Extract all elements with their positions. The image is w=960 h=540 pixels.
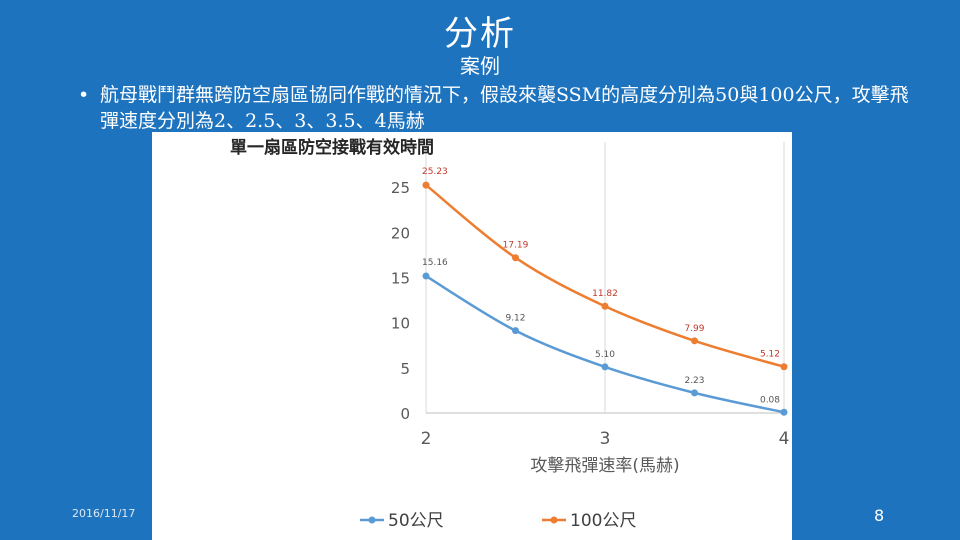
data-point-s0-1 — [512, 327, 519, 335]
data-label-s1-4: 5.12 — [760, 350, 780, 360]
y-tick-label-1: 5 — [400, 360, 410, 378]
data-point-s1-2 — [601, 302, 609, 310]
x-tick-label-0: 2 — [421, 429, 432, 449]
legend-label-0: 50公尺 — [388, 511, 444, 531]
data-label-s0-2: 5.10 — [595, 350, 615, 360]
legend-marker-1 — [550, 516, 558, 524]
data-point-s0-2 — [601, 363, 609, 371]
data-point-s0-0 — [422, 272, 430, 280]
legend-marker-0 — [368, 516, 376, 524]
slide-subtitle: 案例 — [460, 54, 500, 78]
x-tick-label-2: 4 — [779, 429, 790, 449]
legend-label-1: 100公尺 — [570, 511, 636, 531]
chart-title: 單一扇區防空接戰有效時間 — [230, 137, 434, 158]
y-tick-label-4: 20 — [391, 224, 410, 242]
y-tick-label-2: 10 — [391, 315, 410, 333]
data-label-s1-2: 11.82 — [592, 289, 618, 299]
bullet-paragraph: • 航母戰鬥群無跨防空扇區協同作戰的情況下，假設來襲SSM的高度分別為50與10… — [78, 82, 918, 134]
data-label-s0-4: 0.08 — [760, 395, 780, 405]
y-tick-label-0: 0 — [400, 405, 410, 423]
chart-panel: 0 5 10 15 20 25 2 3 4 攻擊飛彈速率(馬赫) 15.16 9.12 5.10 2.23… — [152, 132, 792, 540]
data-label-s0-0: 15.16 — [422, 258, 448, 268]
x-axis-title: 攻擊飛彈速率(馬赫) — [530, 456, 679, 476]
data-point-s1-1 — [512, 254, 519, 262]
y-tick-label-5: 25 — [391, 179, 410, 197]
y-tick-label-3: 15 — [391, 270, 410, 288]
bullet-marker: • — [78, 84, 90, 106]
x-tick-label-1: 3 — [600, 429, 611, 449]
data-point-s1-3 — [691, 337, 698, 345]
data-label-s1-1: 17.19 — [503, 241, 529, 251]
slide-title: 分析 — [444, 14, 516, 54]
data-point-s0-3 — [691, 389, 698, 397]
data-label-s0-1: 9.12 — [505, 314, 525, 324]
data-point-s0-4 — [780, 408, 788, 416]
data-label-s0-3: 2.23 — [684, 376, 704, 386]
page-number: 8 — [874, 506, 885, 525]
slide-date: 2016/11/17 — [72, 507, 136, 520]
data-point-s1-0 — [422, 181, 430, 189]
line-chart: 0 5 10 15 20 25 2 3 4 攻擊飛彈速率(馬赫) 15.16 9.12 5.10 2.23… — [230, 137, 790, 531]
bullet-text: 航母戰鬥群無跨防空扇區協同作戰的情況下，假設來襲SSM的高度分別為50與100公… — [100, 84, 909, 132]
data-label-s1-0: 25.23 — [422, 167, 448, 177]
data-label-s1-3: 7.99 — [684, 324, 704, 334]
data-point-s1-4 — [780, 363, 788, 371]
